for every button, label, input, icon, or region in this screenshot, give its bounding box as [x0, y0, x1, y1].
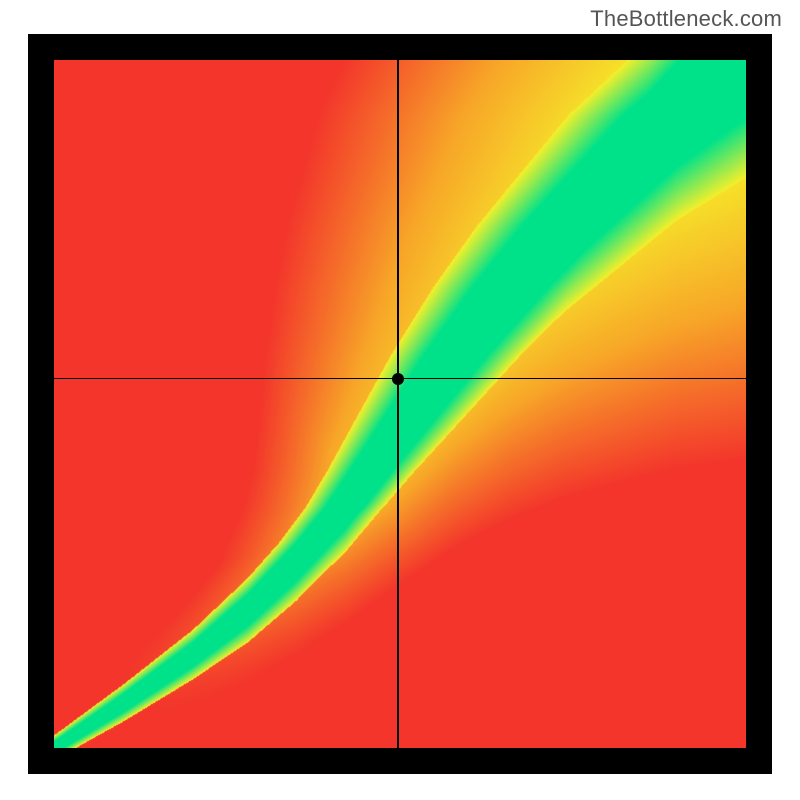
crosshair-vertical [397, 60, 398, 748]
crosshair-marker[interactable] [392, 373, 404, 385]
watermark: TheBottleneck.com [590, 6, 782, 32]
plot-frame [28, 34, 772, 774]
